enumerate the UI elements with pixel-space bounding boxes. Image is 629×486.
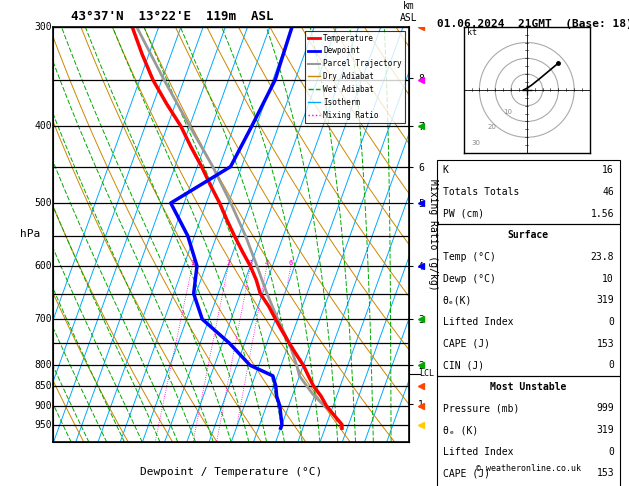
Text: θₑ (K): θₑ (K) bbox=[443, 425, 478, 435]
Text: 4: 4 bbox=[265, 260, 269, 266]
Text: Dewpoint / Temperature (°C): Dewpoint / Temperature (°C) bbox=[140, 467, 322, 477]
Text: 319: 319 bbox=[596, 425, 614, 435]
Text: 1: 1 bbox=[190, 260, 194, 266]
Text: 850: 850 bbox=[34, 381, 52, 391]
Text: kt: kt bbox=[467, 28, 477, 36]
Text: Lifted Index: Lifted Index bbox=[443, 447, 513, 457]
Bar bbox=[437, 225, 620, 376]
Text: 999: 999 bbox=[596, 403, 614, 414]
Text: CAPE (J): CAPE (J) bbox=[443, 339, 489, 348]
Text: 500: 500 bbox=[34, 198, 52, 208]
Text: Temp (°C): Temp (°C) bbox=[443, 252, 496, 262]
Text: 23.8: 23.8 bbox=[591, 252, 614, 262]
Text: 153: 153 bbox=[596, 469, 614, 478]
Text: θₑ(K): θₑ(K) bbox=[443, 295, 472, 305]
Text: 6: 6 bbox=[289, 260, 293, 266]
Text: 01.06.2024  21GMT  (Base: 18): 01.06.2024 21GMT (Base: 18) bbox=[437, 19, 629, 30]
Text: 700: 700 bbox=[34, 314, 52, 324]
Text: 900: 900 bbox=[34, 401, 52, 411]
Y-axis label: Mixing Ratio (g/kg): Mixing Ratio (g/kg) bbox=[428, 179, 438, 290]
Text: 3: 3 bbox=[248, 260, 253, 266]
Text: 800: 800 bbox=[34, 360, 52, 370]
Text: 1.56: 1.56 bbox=[591, 208, 614, 219]
Text: CIN (J): CIN (J) bbox=[443, 360, 484, 370]
Text: Lifted Index: Lifted Index bbox=[443, 317, 513, 327]
Bar bbox=[437, 159, 620, 225]
Text: 20: 20 bbox=[487, 124, 496, 130]
Text: 2: 2 bbox=[226, 260, 230, 266]
Text: 16: 16 bbox=[603, 165, 614, 175]
Text: 0: 0 bbox=[608, 447, 614, 457]
Text: km
ASL: km ASL bbox=[400, 1, 418, 22]
Text: K: K bbox=[443, 165, 448, 175]
Text: Totals Totals: Totals Totals bbox=[443, 187, 519, 197]
Text: PW (cm): PW (cm) bbox=[443, 208, 484, 219]
Text: 10: 10 bbox=[603, 274, 614, 284]
Text: Pressure (mb): Pressure (mb) bbox=[443, 403, 519, 414]
Text: 0: 0 bbox=[608, 317, 614, 327]
Legend: Temperature, Dewpoint, Parcel Trajectory, Dry Adiabat, Wet Adiabat, Isotherm, Mi: Temperature, Dewpoint, Parcel Trajectory… bbox=[305, 31, 405, 122]
Text: Surface: Surface bbox=[508, 230, 549, 240]
Text: 400: 400 bbox=[34, 121, 52, 131]
Text: LCL: LCL bbox=[420, 369, 435, 378]
Text: © weatheronline.co.uk: © weatheronline.co.uk bbox=[476, 464, 581, 473]
Text: 0: 0 bbox=[608, 360, 614, 370]
Text: Dewp (°C): Dewp (°C) bbox=[443, 274, 496, 284]
Text: 30: 30 bbox=[472, 140, 481, 146]
Text: 600: 600 bbox=[34, 261, 52, 271]
Text: 43°37'N  13°22'E  119m  ASL: 43°37'N 13°22'E 119m ASL bbox=[71, 10, 274, 22]
Text: Most Unstable: Most Unstable bbox=[490, 382, 567, 392]
Text: 950: 950 bbox=[34, 419, 52, 430]
Bar bbox=[437, 376, 620, 486]
Text: 46: 46 bbox=[603, 187, 614, 197]
Text: CAPE (J): CAPE (J) bbox=[443, 469, 489, 478]
Text: 300: 300 bbox=[34, 22, 52, 32]
Text: 153: 153 bbox=[596, 339, 614, 348]
Text: 10: 10 bbox=[503, 108, 513, 115]
Text: 319: 319 bbox=[596, 295, 614, 305]
Text: hPa: hPa bbox=[20, 229, 40, 240]
